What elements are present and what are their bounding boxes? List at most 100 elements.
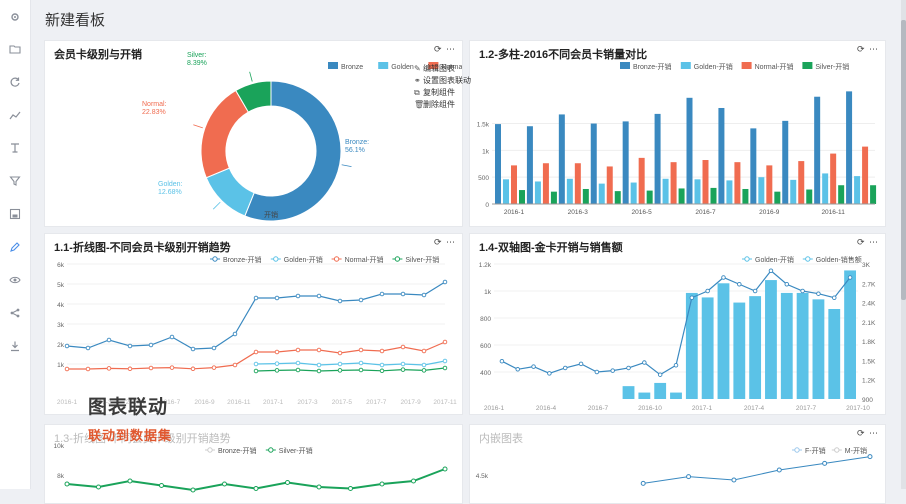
card-tools[interactable]: ⟳ ⋯ [856,44,879,54]
y-tick-label: 1k [482,148,490,155]
dual-axis-chart-card: 1.4-双轴图-金卡开销与销售额 ⟳ ⋯ Golden-开销 Golden-销售额… [469,233,886,415]
data-point [64,481,70,487]
menu-item-label: 编辑图表 [423,64,455,73]
y-tick-label: 8k [57,473,65,480]
card-tools[interactable]: ⟳ ⋯ [856,428,879,438]
data-point [232,331,238,337]
x-tick-label: 2016-10 [638,405,662,412]
page-title: 新建看板 [45,12,106,29]
scrollbar-thumb[interactable] [901,20,906,300]
data-point [274,349,280,355]
data-point [421,362,427,368]
data-point [547,371,552,376]
bar [718,107,725,204]
bar [806,189,813,204]
x-tick-label: 2016-7 [160,399,181,406]
legend-swatch [378,62,389,69]
gear-icon[interactable] [9,11,21,23]
series-line [255,360,446,366]
card-tools[interactable]: ⟳ ⋯ [856,237,879,247]
legend-swatch [428,62,439,69]
refresh-icon[interactable] [9,76,21,88]
legend-swatch [273,256,279,262]
x-tick-label: 2016-7 [588,405,609,412]
data-point [784,282,790,287]
y-tick-label: 500 [478,175,489,182]
menu-item-copy-component[interactable]: ⧉ 复制组件 [414,87,478,99]
data-point [64,366,70,372]
save-icon[interactable] [9,208,21,220]
y-tick-label-right: 1.8K [862,339,876,346]
bar [838,185,845,204]
y-tick-label: 4.5k [476,473,489,480]
link-icon: ⚭ [414,76,421,85]
share-icon[interactable] [9,307,21,319]
bar [870,185,877,204]
legend-swatch [268,447,274,453]
line-chart-icon[interactable] [9,109,21,121]
data-point [657,372,663,377]
legend-label: Silver-开销 [815,62,849,71]
slice-label: Silver: [187,52,207,59]
bar [790,179,797,204]
legend-label: Normal-开销 [345,255,384,264]
page-scrollbar[interactable] [901,0,906,489]
x-tick-label: 2017-1 [263,399,284,406]
menu-item-label: 删除组件 [423,100,455,109]
data-point [358,367,364,373]
donut-slice [244,80,342,222]
data-point [169,334,175,340]
data-point [822,460,828,466]
menu-item-delete-component[interactable]: 🗑删除组件 [414,99,478,111]
legend-swatch [680,62,691,69]
bar [638,157,645,204]
folder-icon[interactable] [9,43,21,55]
menu-item-edit-chart[interactable]: ✎ 编辑图表 [414,63,478,75]
series-line [643,456,871,484]
data-point [640,480,646,486]
eye-icon[interactable] [9,274,21,286]
menu-item-set-linkage[interactable]: ⚭ 设置图表联动 [414,75,478,87]
data-point [358,297,364,303]
y-tick-label: 4k [57,302,65,309]
card-tools[interactable]: ⟳ ⋯ [433,237,456,247]
legend-label: M-开销 [845,446,867,455]
embedded-chart-card: 内嵌图表 ⟳ ⋯ F-开销 M-开销 4.5k [469,424,886,504]
bar [854,176,861,204]
bar [798,161,805,204]
y-tick-label-right: 1.5K [862,358,876,365]
bar [814,96,821,204]
x-tick-label: 2017-1 [692,405,713,412]
data-point [673,362,679,368]
bar [846,91,853,204]
y-tick-label-right: 900 [862,397,873,404]
data-point [626,365,631,371]
download-icon[interactable] [9,340,21,352]
bar [646,190,653,204]
x-tick-label: 2016-1 [484,405,505,412]
data-point [253,295,259,301]
bar [511,165,517,204]
legend-label: Golden-销售额 [816,255,862,264]
data-point [721,275,726,280]
pencil-icon: ✎ [414,64,421,73]
x-tick-label: 2017-4 [744,405,765,412]
bar [686,97,693,204]
donut-slice [235,80,272,113]
legend-swatch [794,447,800,453]
filter-icon[interactable] [9,175,21,187]
data-point [800,288,805,294]
line-chart-card: 1.1-折线图-不同会员卡级别开销趋势 ⟳ ⋯ Bronze-开销 Golden-… [44,233,463,415]
bar [606,166,613,204]
bar-chart: Bronze-开销 Golden-开销 Normal-开销 Silver-开销 0 500… [477,62,877,216]
data-point [127,343,133,349]
bar [622,386,635,399]
edit-icon[interactable] [9,241,21,253]
data-point [562,365,568,371]
text-tool-icon[interactable] [9,142,21,154]
legend-swatch [394,256,401,262]
x-tick-label: 2016-11 [821,209,845,216]
card-tools[interactable]: ⟳ ⋯ [433,44,456,54]
data-point [642,360,647,365]
data-point [64,343,70,349]
